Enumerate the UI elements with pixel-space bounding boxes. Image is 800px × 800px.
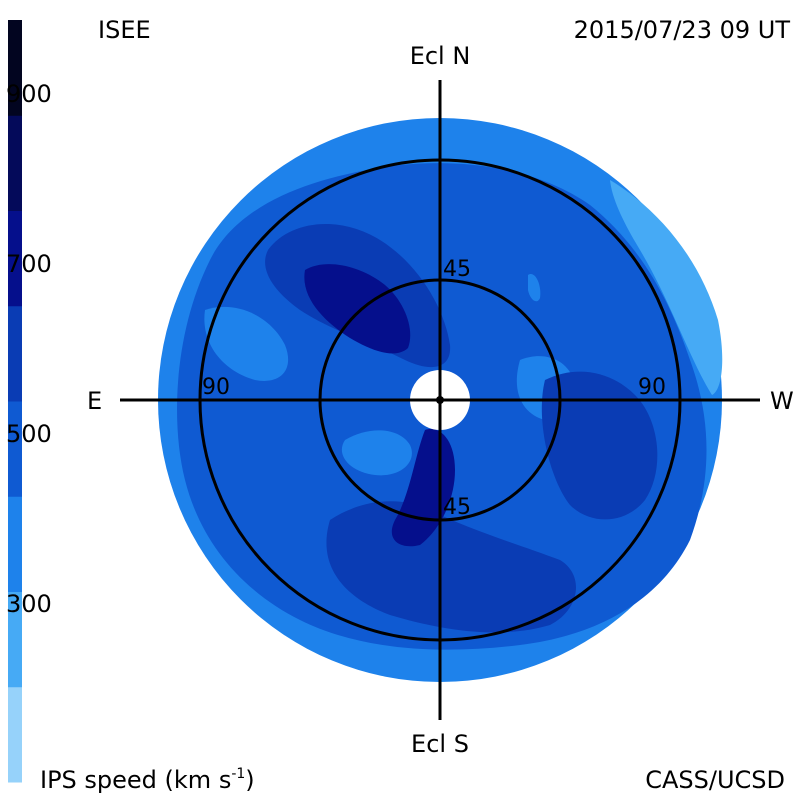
low-speed-region: [610, 180, 723, 395]
direction-ecl-north: Ecl N: [410, 42, 471, 70]
high-speed-lobe-se: [326, 501, 577, 633]
colorbar-title: IPS speed (km s-1): [40, 766, 255, 794]
ring-label-90-west: 90: [638, 375, 666, 400]
colorbar-segment: [8, 496, 22, 592]
fastest-core-ne: [304, 264, 411, 354]
colorbar-segment: [8, 305, 22, 402]
colorbar-segment: [8, 115, 22, 211]
colorbar-segment: [8, 686, 22, 783]
ring-label-90-east: 90: [202, 375, 230, 400]
colorbar-tick-500: 500: [6, 420, 52, 448]
colorbar-segment: [8, 591, 22, 688]
colorbar-tick-900: 900: [6, 80, 52, 108]
colorbar-tick-300: 300: [6, 590, 52, 618]
direction-east: E: [87, 387, 102, 415]
high-speed-lobe-sw: [541, 371, 658, 520]
timestamp-label: 2015/07/23 09 UT: [574, 16, 791, 44]
small-streak-nw: [528, 274, 541, 302]
light-pocket-south: [341, 430, 412, 476]
colorbar-tick-700: 700: [6, 250, 52, 278]
colorbar-segment: [8, 20, 22, 116]
colorbar: [8, 20, 22, 783]
colorbar-segment: [8, 210, 22, 307]
credit-label: CASS/UCSD: [645, 766, 785, 794]
colorbar-segment: [8, 401, 22, 497]
ring-label-45-north: 45: [443, 257, 471, 282]
source-label: ISEE: [98, 16, 151, 44]
light-pocket-east: [204, 306, 289, 381]
direction-ecl-south: Ecl S: [411, 730, 469, 758]
ring-label-45-south: 45: [443, 495, 471, 520]
direction-west: W: [770, 387, 794, 415]
